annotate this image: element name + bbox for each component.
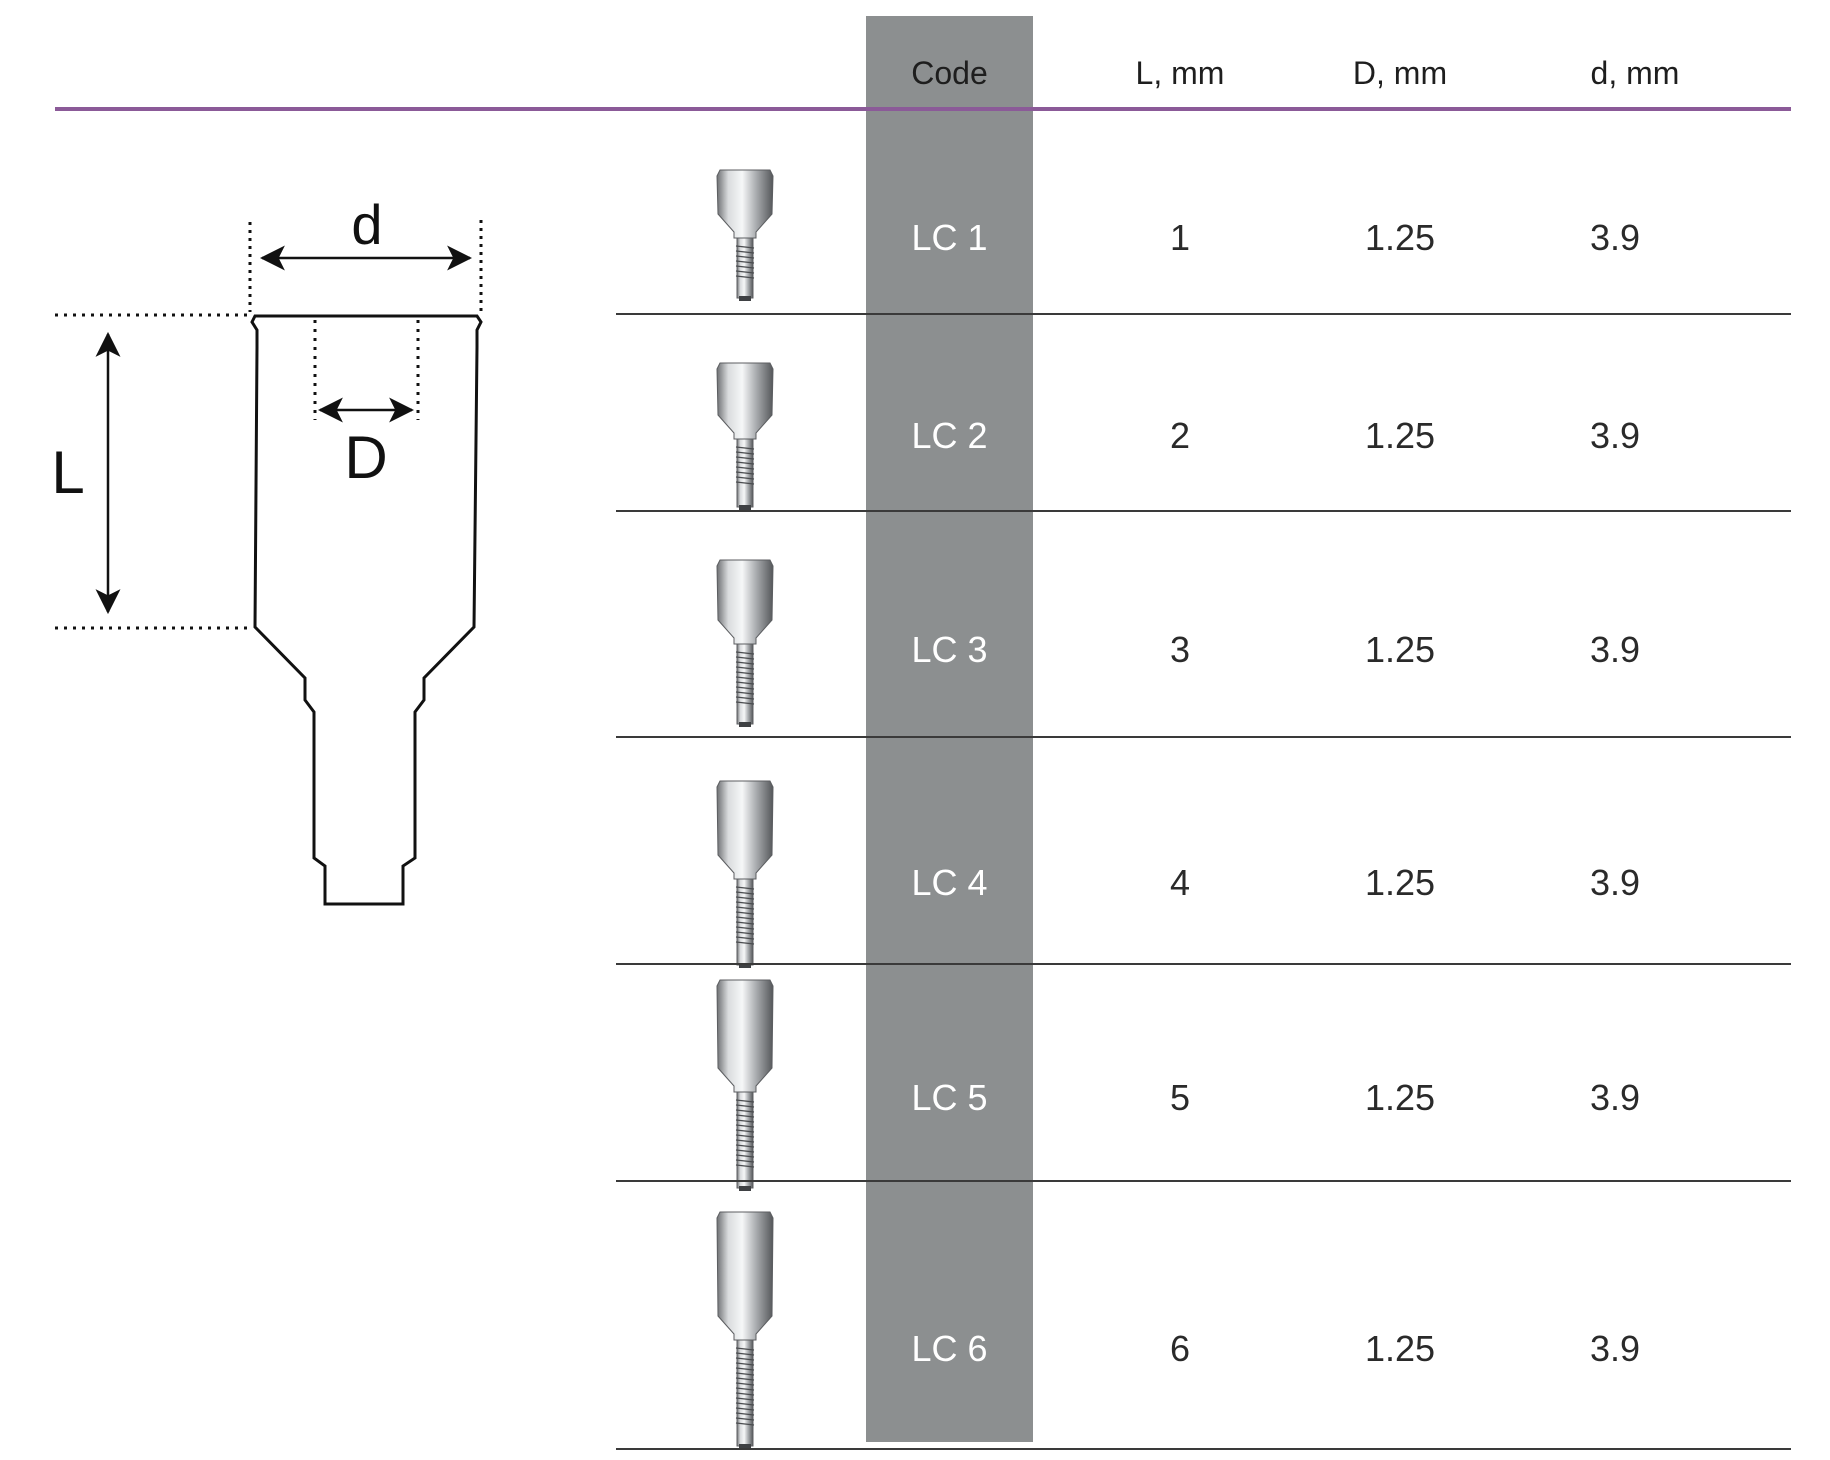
row-divider <box>616 1448 1791 1450</box>
hole-diameter-cell: 1.25 <box>1364 217 1436 258</box>
header-outer-diameter: d, mm <box>1590 55 1680 91</box>
component-outline <box>250 314 483 906</box>
row-divider <box>616 510 1791 512</box>
hole-diameter-cell: 1.25 <box>1364 1328 1436 1369</box>
length-cell: 3 <box>1169 629 1191 670</box>
hole-diameter-cell: 1.25 <box>1364 1077 1436 1118</box>
code-cell: LC 5 <box>911 1077 988 1118</box>
code-cell: LC 4 <box>911 862 988 903</box>
lab-component-lc1-icon <box>716 169 774 301</box>
code-cell: LC 1 <box>911 217 988 258</box>
lab-component-lc2-icon <box>716 362 774 510</box>
length-cell: 2 <box>1169 415 1191 456</box>
outer-diameter-cell: 3.9 <box>1589 629 1641 670</box>
outer-diameter-cell: 3.9 <box>1589 1328 1641 1369</box>
row-divider <box>616 313 1791 315</box>
row-divider <box>616 963 1791 965</box>
code-column-background <box>866 16 1033 1442</box>
length-cell: 1 <box>1169 217 1191 258</box>
code-cell: LC 3 <box>911 629 988 670</box>
row-divider <box>616 1180 1791 1182</box>
header-code: Code <box>911 55 988 91</box>
header-length: L, mm <box>1135 55 1225 91</box>
length-cell: 6 <box>1169 1328 1191 1369</box>
hole-diameter-cell: 1.25 <box>1364 862 1436 903</box>
lab-component-lc6-icon <box>716 1211 774 1449</box>
dimension-diagram: d D L <box>51 193 483 906</box>
row-divider <box>616 736 1791 738</box>
lab-component-lc3-icon <box>716 559 774 727</box>
code-cell: LC 2 <box>911 415 988 456</box>
hole-diameter-cell: 1.25 <box>1364 415 1436 456</box>
header-divider <box>55 107 1791 111</box>
outer-diameter-cell: 3.9 <box>1589 217 1641 258</box>
dimension-L-label: L <box>51 439 84 506</box>
code-cell: LC 6 <box>911 1328 988 1369</box>
dimension-d-label: d <box>351 193 382 256</box>
header-hole-diameter: D, mm <box>1352 55 1448 91</box>
hole-diameter-cell: 1.25 <box>1364 629 1436 670</box>
outer-diameter-cell: 3.9 <box>1589 862 1641 903</box>
lab-component-lc5-icon <box>716 979 774 1191</box>
outer-diameter-cell: 3.9 <box>1589 415 1641 456</box>
dimension-D-label: D <box>344 424 387 491</box>
outer-diameter-cell: 3.9 <box>1589 1077 1641 1118</box>
length-cell: 4 <box>1169 862 1191 903</box>
lab-component-lc4-icon <box>716 780 774 968</box>
length-cell: 5 <box>1169 1077 1191 1118</box>
